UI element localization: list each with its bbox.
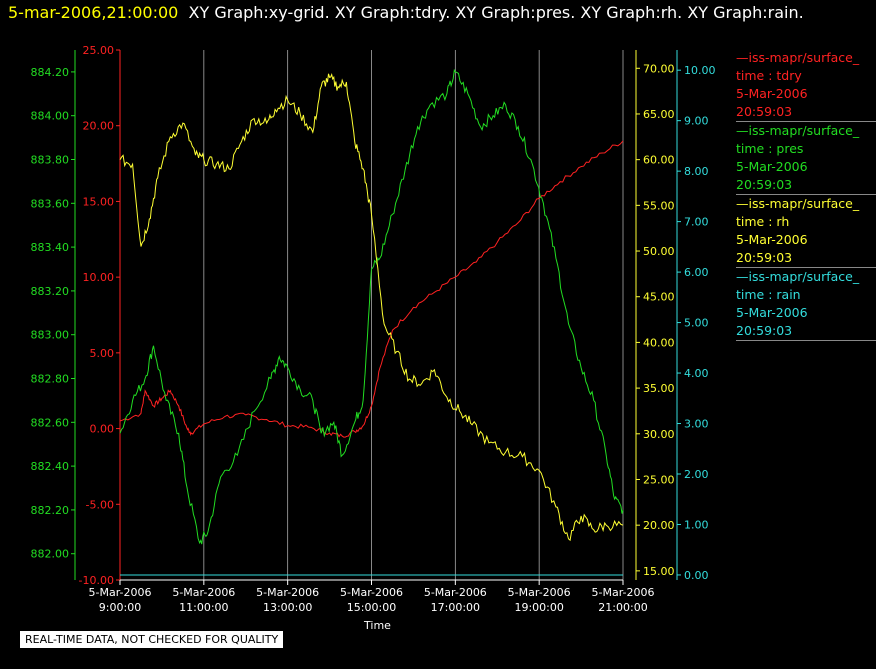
- x-tick-label-date: 5-Mar-2006: [508, 586, 571, 599]
- x-axis-title: Time: [363, 619, 391, 632]
- legend-line: 5-Mar-2006: [736, 159, 808, 174]
- pres-tick-label: 883.80: [31, 154, 70, 167]
- rh-tick-label: 15.00: [643, 565, 675, 578]
- rh-tick-label: 50.00: [643, 245, 675, 258]
- rh-tick-label: 45.00: [643, 291, 675, 304]
- rh-tick-label: 40.00: [643, 336, 675, 349]
- legend-line: —iss-mapr/surface_: [736, 196, 860, 211]
- legend-line: 5-Mar-2006: [736, 232, 808, 247]
- tdry-tick-label: 5.00: [90, 347, 115, 360]
- rain-tick-label: 7.00: [684, 216, 709, 229]
- tdry-tick-label: 10.00: [83, 271, 115, 284]
- legend-line: —iss-mapr/surface_: [736, 123, 860, 138]
- x-tick-label-date: 5-Mar-2006: [424, 586, 487, 599]
- header-graph-titles: XY Graph:xy-grid. XY Graph:tdry. XY Grap…: [188, 3, 804, 22]
- x-tick-label-time: 21:00:00: [598, 601, 647, 614]
- pres-tick-label: 884.20: [31, 66, 70, 79]
- series-line-pres: [119, 68, 624, 545]
- rain-tick-label: 0.00: [684, 569, 709, 582]
- legend-line: 20:59:03: [736, 250, 793, 265]
- legend-entry-rh: —iss-mapr/surface_time : rh 5-Mar-2006 20:…: [736, 195, 876, 268]
- x-tick-label-date: 5-Mar-2006: [89, 586, 152, 599]
- rain-tick-label: 6.00: [684, 266, 709, 279]
- pres-tick-label: 882.80: [31, 373, 70, 386]
- series-line-tdry: [119, 140, 624, 438]
- pres-tick-label: 883.20: [31, 285, 70, 298]
- legend: —iss-mapr/surface_ time : tdry 5-Mar-2006 2…: [736, 49, 876, 341]
- pres-tick-label: 882.60: [31, 416, 70, 429]
- rain-tick-label: 2.00: [684, 468, 709, 481]
- tdry-tick-label: 25.00: [83, 44, 115, 57]
- pres-tick-label: 882.00: [31, 548, 70, 561]
- legend-line: —iss-mapr/surface_: [736, 50, 860, 65]
- x-tick-label-time: 9:00:00: [99, 601, 141, 614]
- legend-entry-pres: —iss-mapr/surface_time : pres 5-Mar-2006 2…: [736, 122, 876, 195]
- header-timestamp: 5-mar-2006,21:00:00: [8, 3, 179, 22]
- rain-tick-label: 8.00: [684, 165, 709, 178]
- pres-tick-label: 883.40: [31, 241, 70, 254]
- rh-tick-label: 70.00: [643, 62, 675, 75]
- pres-tick-label: 882.20: [31, 504, 70, 517]
- x-tick-label-date: 5-Mar-2006: [256, 586, 319, 599]
- legend-line: time : pres: [736, 141, 804, 156]
- tdry-tick-label: 0.00: [90, 423, 115, 436]
- legend-line: time : rain: [736, 287, 801, 302]
- x-tick-label-time: 15:00:00: [347, 601, 396, 614]
- x-tick-label-date: 5-Mar-2006: [172, 586, 235, 599]
- legend-line: 20:59:03: [736, 104, 793, 119]
- legend-line: time : tdry: [736, 68, 802, 83]
- series-line-rh: [119, 73, 624, 542]
- rh-tick-label: 35.00: [643, 382, 675, 395]
- legend-line: 20:59:03: [736, 177, 793, 192]
- legend-line: 5-Mar-2006: [736, 305, 808, 320]
- x-tick-label-time: 13:00:00: [263, 601, 312, 614]
- pres-tick-label: 882.40: [31, 460, 70, 473]
- rain-tick-label: 10.00: [684, 64, 716, 77]
- rain-tick-label: 3.00: [684, 418, 709, 431]
- legend-line: —iss-mapr/surface_: [736, 269, 860, 284]
- pres-tick-label: 883.60: [31, 197, 70, 210]
- rain-tick-label: 4.00: [684, 367, 709, 380]
- x-tick-label-date: 5-Mar-2006: [340, 586, 403, 599]
- rh-tick-label: 60.00: [643, 154, 675, 167]
- legend-entry-tdry: —iss-mapr/surface_time : tdry 5-Mar-2006 2…: [736, 49, 876, 122]
- pres-tick-label: 883.00: [31, 329, 70, 342]
- tdry-tick-label: -10.00: [79, 574, 114, 587]
- x-tick-label-time: 19:00:00: [514, 601, 563, 614]
- pres-tick-label: 884.00: [31, 110, 70, 123]
- legend-line: 20:59:03: [736, 323, 793, 338]
- rain-tick-label: 9.00: [684, 115, 709, 128]
- rain-tick-label: 1.00: [684, 518, 709, 531]
- quality-disclaimer: REAL-TIME DATA, NOT CHECKED FOR QUALITY: [20, 631, 284, 648]
- rh-tick-label: 55.00: [643, 199, 675, 212]
- rh-tick-label: 20.00: [643, 519, 675, 532]
- header-bar: 5-mar-2006,21:00:00 XY Graph:xy-grid. XY…: [8, 3, 804, 22]
- rh-tick-label: 30.00: [643, 428, 675, 441]
- x-tick-label-time: 17:00:00: [431, 601, 480, 614]
- rain-tick-label: 5.00: [684, 317, 709, 330]
- legend-line: 5-Mar-2006: [736, 86, 808, 101]
- rh-tick-label: 65.00: [643, 108, 675, 121]
- x-tick-label-time: 11:00:00: [179, 601, 228, 614]
- x-tick-label-date: 5-Mar-2006: [592, 586, 655, 599]
- legend-entry-rain: —iss-mapr/surface_time : rain 5-Mar-2006 2…: [736, 268, 876, 341]
- tdry-tick-label: 20.00: [83, 120, 115, 133]
- tdry-tick-label: -5.00: [86, 498, 114, 511]
- tdry-tick-label: 15.00: [83, 195, 115, 208]
- legend-line: time : rh: [736, 214, 790, 229]
- rh-tick-label: 25.00: [643, 473, 675, 486]
